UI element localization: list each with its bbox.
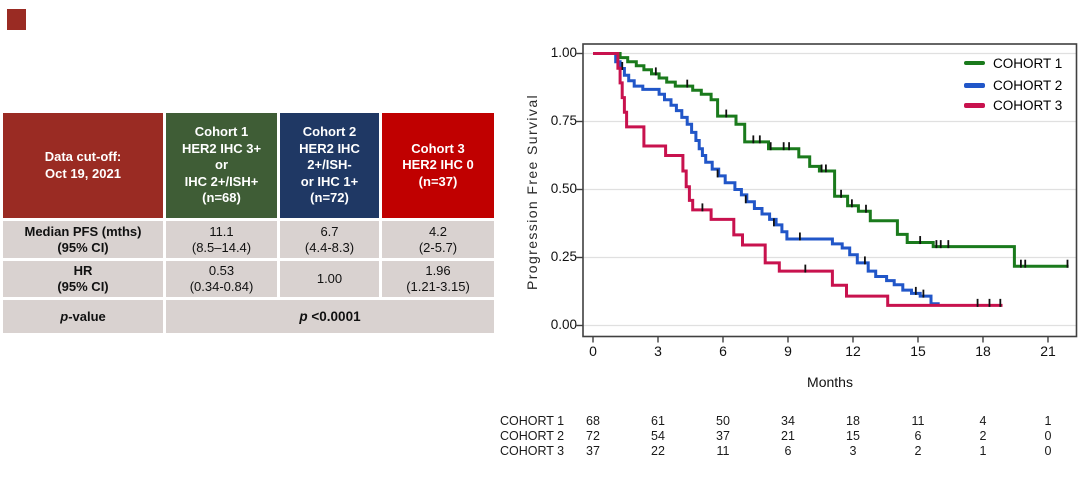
median-pfs-cohort3: 4.2 (2-5.7) — [382, 221, 494, 258]
x-tick-label: 21 — [1040, 343, 1056, 359]
legend-item: COHORT 2 — [964, 77, 1062, 95]
at-risk-count: 72 — [586, 429, 600, 443]
hr-cohort2: 1.00 — [280, 261, 379, 297]
legend-label: COHORT 2 — [993, 78, 1063, 93]
x-tick-label: 9 — [784, 343, 792, 359]
at-risk-count: 4 — [979, 414, 987, 428]
pvalue-value: p <0.0001 — [166, 300, 494, 333]
at-risk-count: 61 — [651, 414, 665, 428]
y-tick-label: 1.00 — [550, 45, 577, 60]
legend-item: COHORT 1 — [964, 54, 1062, 72]
y-tick-label: 0.25 — [550, 249, 577, 264]
corner-accent-square — [7, 9, 26, 30]
legend-label: COHORT 3 — [993, 98, 1063, 113]
at-risk-row-label: COHORT 2 — [500, 429, 565, 443]
at-risk-count: 50 — [716, 414, 730, 428]
row-label-pvalue: p-value — [3, 300, 163, 333]
at-risk-count: 0 — [1044, 444, 1052, 458]
at-risk-count: 37 — [716, 429, 730, 443]
row-label-median-pfs: Median PFS (mths) (95% CI) — [3, 221, 163, 258]
at-risk-count: 6 — [914, 429, 922, 443]
y-tick-label: 0.00 — [550, 317, 577, 332]
hr-cohort1: 0.53 (0.34-0.84) — [166, 261, 277, 297]
x-tick-label: 12 — [845, 343, 861, 359]
median-pfs-cohort2: 6.7 (4.4-8.3) — [280, 221, 379, 258]
x-tick-label: 15 — [910, 343, 926, 359]
legend-swatch-cohort-1 — [964, 60, 985, 66]
median-pfs-cohort1: 11.1 (8.5–14.4) — [166, 221, 277, 258]
at-risk-count: 0 — [1044, 429, 1052, 443]
x-axis-title: Months — [807, 374, 853, 390]
legend-swatch-cohort-2 — [964, 83, 985, 88]
at-risk-row-label: COHORT 3 — [500, 444, 565, 458]
x-tick-label: 18 — [975, 343, 991, 359]
at-risk-count: 6 — [784, 444, 792, 458]
hr-cohort3: 1.96 (1.21-3.15) — [382, 261, 494, 297]
at-risk-count: 1 — [979, 444, 987, 458]
table-header-cohort1: Cohort 1 HER2 IHC 3+ or IHC 2+/ISH+ (n=6… — [166, 113, 277, 218]
y-tick-label: 0.50 — [550, 181, 577, 196]
row-label-hr: HR (95% CI) — [3, 261, 163, 297]
at-risk-count: 21 — [781, 429, 795, 443]
at-risk-count: 18 — [846, 414, 860, 428]
table-header-cohort3: Cohort 3 HER2 IHC 0 (n=37) — [382, 113, 494, 218]
at-risk-count: 54 — [651, 429, 665, 443]
plot-frame — [582, 43, 1078, 338]
at-risk-count: 1 — [1044, 414, 1052, 428]
at-risk-row-label: COHORT 1 — [500, 414, 565, 428]
table-header-cohort2: Cohort 2 HER2 IHC 2+/ISH- or IHC 1+ (n=7… — [280, 113, 379, 218]
at-risk-count: 15 — [846, 429, 860, 443]
at-risk-count: 22 — [651, 444, 665, 458]
at-risk-count: 3 — [849, 444, 857, 458]
x-tick-label: 0 — [589, 343, 597, 359]
legend-label: COHORT 1 — [993, 55, 1063, 71]
y-tick-label: 0.75 — [550, 113, 577, 128]
at-risk-count: 11 — [716, 444, 730, 458]
at-risk-count: 2 — [979, 429, 987, 443]
at-risk-count: 11 — [911, 414, 925, 428]
at-risk-count: 37 — [586, 444, 600, 458]
at-risk-count: 68 — [586, 414, 600, 428]
at-risk-count: 2 — [914, 444, 922, 458]
x-tick-label: 6 — [719, 343, 727, 359]
at-risk-count: 34 — [781, 414, 795, 428]
x-tick-label: 3 — [654, 343, 662, 359]
km-curve-cohort-2 — [593, 52, 940, 306]
km-curve-cohort-1 — [593, 52, 1069, 268]
table-header-data-cutoff: Data cut-off: Oct 19, 2021 — [3, 113, 163, 218]
legend-swatch-cohort-3 — [964, 103, 985, 108]
km-curve-cohort-3 — [593, 52, 1003, 307]
results-table: Data cut-off: Oct 19, 2021 Cohort 1 HER2… — [3, 113, 494, 333]
legend-item: COHORT 3 — [964, 97, 1062, 115]
